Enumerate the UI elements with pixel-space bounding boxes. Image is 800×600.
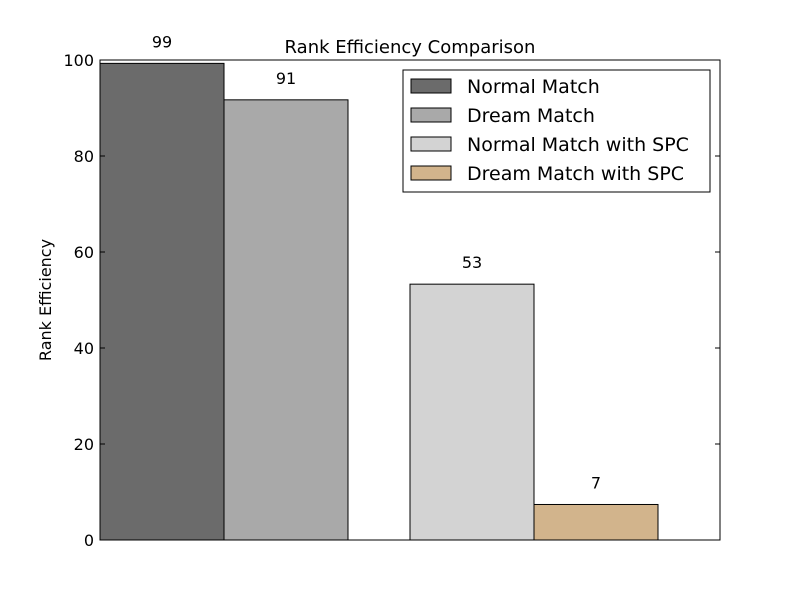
bar-value-label: 7 xyxy=(591,473,601,492)
legend-label: Dream Match with SPC xyxy=(467,163,684,185)
bar-value-label: 53 xyxy=(462,253,482,272)
y-tick-label: 0 xyxy=(84,531,94,550)
y-tick-label: 80 xyxy=(74,147,94,166)
legend-swatch xyxy=(410,165,452,181)
y-tick-label: 60 xyxy=(74,243,94,262)
chart-title: Rank Efficiency Comparison xyxy=(285,37,536,58)
legend-swatch xyxy=(410,136,452,152)
legend: Normal Match Dream Match Normal Match with… xyxy=(402,69,711,193)
bar xyxy=(533,503,659,541)
legend-swatch xyxy=(410,78,452,94)
y-tick-label: 40 xyxy=(74,339,94,358)
plot-frame xyxy=(99,59,721,541)
bars-layer: 99 91 53 7 xyxy=(99,32,659,541)
y-axis-label: Rank Efficiency xyxy=(36,239,55,361)
y-tick-label: 20 xyxy=(74,435,94,454)
legend-box xyxy=(402,69,711,193)
bar-value-label: 91 xyxy=(276,69,296,88)
bar xyxy=(409,283,535,541)
legend-label: Dream Match xyxy=(467,105,595,127)
bar-value-label: 99 xyxy=(152,32,172,51)
legend-label: Normal Match with SPC xyxy=(467,134,689,156)
legend-label: Normal Match xyxy=(467,76,600,98)
bar xyxy=(223,99,349,541)
bar xyxy=(99,62,225,541)
legend-swatch xyxy=(410,107,452,123)
y-tick-label: 100 xyxy=(63,51,94,70)
